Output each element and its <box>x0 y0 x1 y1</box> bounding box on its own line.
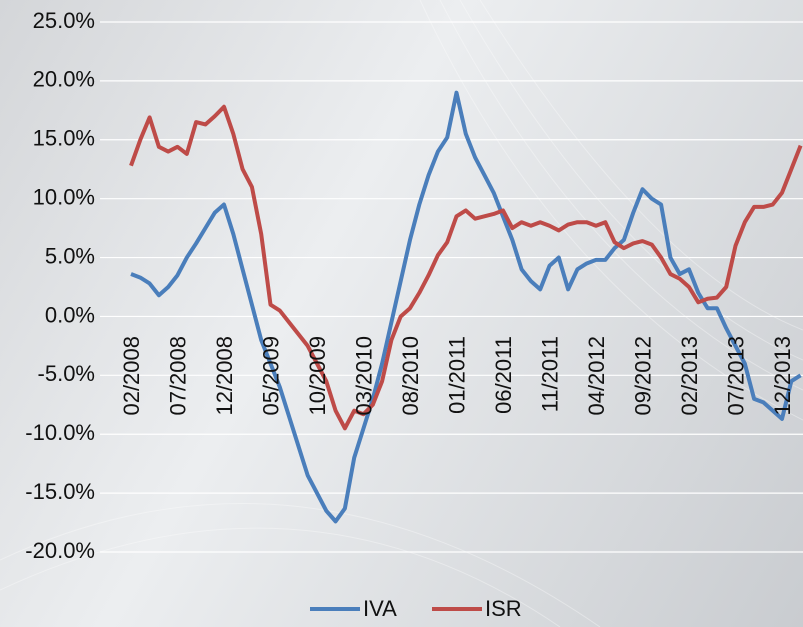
x-tick-label: 12/2008 <box>212 336 237 416</box>
y-tick-label: 10.0% <box>33 184 95 209</box>
y-tick-label: -15.0% <box>25 479 95 504</box>
y-tick-label: 15.0% <box>33 126 95 151</box>
y-tick-label: -20.0% <box>25 538 95 563</box>
x-tick-label: 02/2008 <box>119 336 144 416</box>
x-tick-label: 01/2011 <box>444 336 469 414</box>
x-tick-label: 06/2011 <box>491 336 516 414</box>
series-line <box>130 90 802 524</box>
x-tick-label: 11/2011 <box>537 336 562 412</box>
series-line <box>129 104 803 431</box>
x-tick-label: 08/2010 <box>398 336 423 416</box>
y-tick-label: 25.0% <box>33 8 95 33</box>
x-tick-label: 09/2012 <box>630 336 655 416</box>
x-tick-label: 07/2008 <box>165 336 190 416</box>
legend-label: ISR <box>485 596 522 621</box>
x-tick-label: 12/2013 <box>770 336 795 416</box>
y-tick-label: -10.0% <box>25 420 95 445</box>
legend-label: IVA <box>363 596 397 621</box>
x-tick-label: 05/2009 <box>258 336 283 416</box>
x-tick-label: 07/2013 <box>723 336 748 416</box>
y-tick-label: -5.0% <box>38 361 95 386</box>
x-tick-label: 10/2009 <box>305 336 330 416</box>
y-tick-label: 5.0% <box>45 243 95 268</box>
y-tick-label: 0.0% <box>45 302 95 327</box>
x-tick-label: 04/2012 <box>584 336 609 416</box>
x-tick-label: 03/2010 <box>351 336 376 416</box>
y-tick-label: 20.0% <box>33 67 95 92</box>
x-tick-label: 02/2013 <box>677 336 702 416</box>
